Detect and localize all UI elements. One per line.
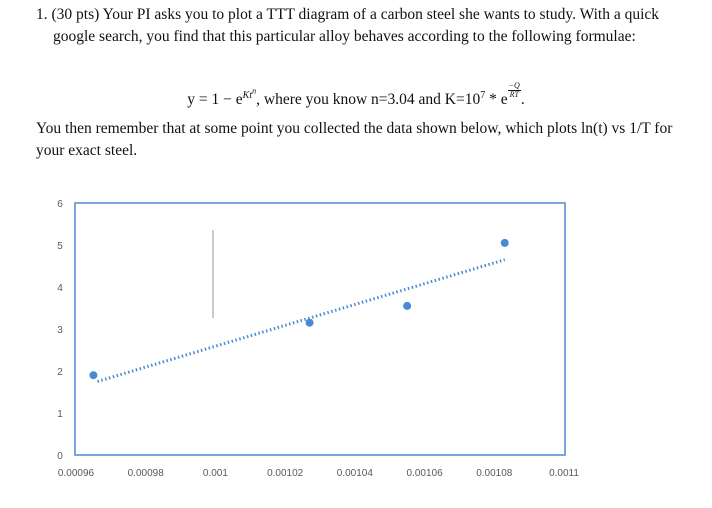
- formula-fraction: −Q RT: [507, 81, 521, 99]
- problem-text: 1. (30 pts) Your PI asks you to plot a T…: [36, 4, 676, 48]
- plot-frame: [74, 202, 566, 456]
- problem-followup: You then remember that at some point you…: [36, 120, 673, 159]
- y-tick-label: 1: [57, 409, 63, 420]
- x-axis-ticks: 0.00096 0.00098 0.001 0.00102 0.00104 0.00106…: [58, 468, 579, 479]
- x-tick-label: 0.00102: [267, 468, 304, 479]
- y-tick-label: 2: [57, 367, 63, 378]
- data-point: [89, 371, 98, 380]
- x-tick-label: 0.0011: [549, 468, 579, 479]
- trendline: [96, 258, 506, 383]
- x-tick-label: 0.00096: [58, 468, 95, 479]
- formula: y = 1 − eKtn, where you know n=3.04 and …: [0, 82, 712, 109]
- formula-lhs: y = 1 − e: [187, 91, 243, 108]
- formula-seven: 7: [480, 89, 486, 101]
- formula-star-e: * e: [485, 91, 508, 108]
- problem-intro: 1. (30 pts) Your PI asks you to plot a T…: [36, 6, 660, 45]
- formula-middle: , where you know n=3.04 and K=10: [256, 91, 481, 108]
- data-point: [403, 301, 412, 310]
- y-tick-label: 6: [57, 199, 63, 210]
- x-tick-label: 0.00098: [128, 468, 165, 479]
- y-tick-label: 4: [57, 283, 63, 294]
- y-tick-label: 5: [57, 241, 63, 252]
- data-point: [500, 238, 509, 247]
- data-point: [305, 318, 314, 327]
- y-tick-label: 0: [57, 451, 63, 462]
- data-points: [89, 238, 509, 380]
- y-axis-ticks: 0 1 2 3 4 5 6: [57, 199, 63, 462]
- y-tick-label: 3: [57, 325, 63, 336]
- x-tick-label: 0.00106: [406, 468, 443, 479]
- formula-exponent: Ktn: [242, 86, 257, 101]
- formula-end: .: [520, 91, 525, 108]
- x-tick-label: 0.00108: [476, 468, 513, 479]
- x-tick-label: 0.00104: [337, 468, 374, 479]
- x-tick-label: 0.001: [203, 468, 228, 479]
